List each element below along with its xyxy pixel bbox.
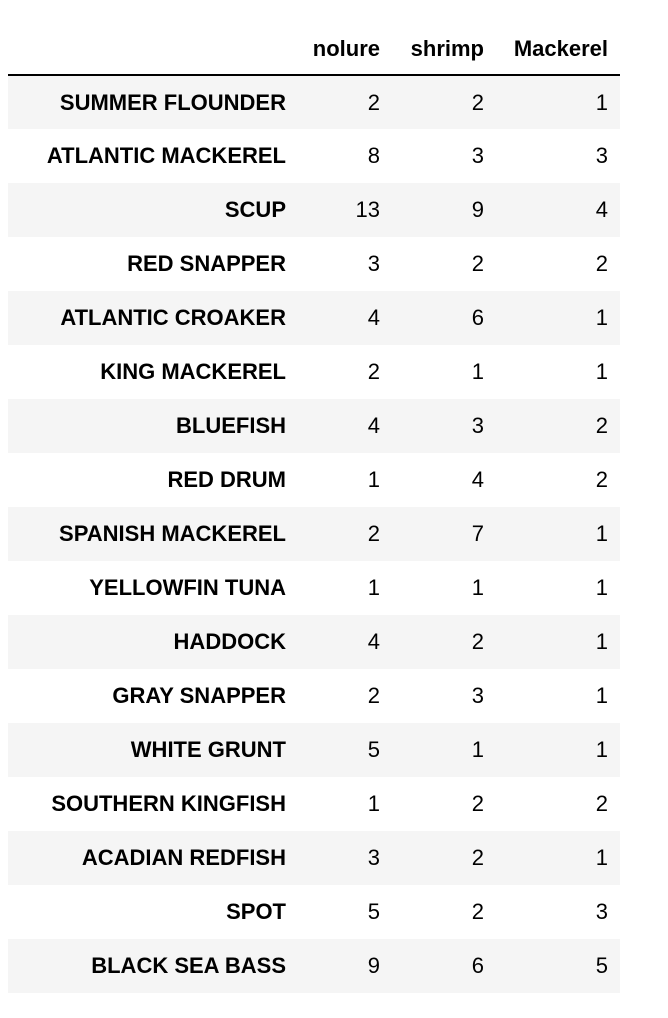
table-row: ATLANTIC MACKEREL 8 3 3 <box>8 129 620 183</box>
row-label: HADDOCK <box>173 629 286 654</box>
table-row: YELLOWFIN TUNA 1 1 1 <box>8 561 620 615</box>
index-header <box>8 24 286 76</box>
cell-nolure: 9 <box>367 953 380 978</box>
table-row: SPANISH MACKEREL 2 7 1 <box>8 507 620 561</box>
cell-mackerel: 1 <box>595 89 608 115</box>
cell-nolure: 4 <box>367 413 380 438</box>
row-label: SCUP <box>224 197 286 222</box>
cell-shrimp: 6 <box>471 305 484 330</box>
row-label: ACADIAN REDFISH <box>81 845 286 870</box>
table-row: ACADIAN REDFISH 3 2 1 <box>8 831 620 885</box>
cell-mackerel: 1 <box>595 629 608 654</box>
cell-nolure: 5 <box>367 899 380 924</box>
cell-mackerel: 3 <box>595 143 608 168</box>
table-row: HADDOCK 4 2 1 <box>8 615 620 669</box>
cell-mackerel: 1 <box>595 305 608 330</box>
cell-shrimp: 7 <box>471 521 484 546</box>
row-label: SPANISH MACKEREL <box>59 521 286 546</box>
cell-nolure: 3 <box>367 845 380 870</box>
dataframe-table-container: nolure shrimp Mackerel SUMMER FLOUNDER 2 2… <box>8 24 620 993</box>
cell-nolure: 3 <box>367 251 380 276</box>
cell-shrimp: 9 <box>471 197 484 222</box>
row-label: WHITE GRUNT <box>130 737 286 762</box>
row-label: ATLANTIC MACKEREL <box>46 143 286 168</box>
cell-nolure: 8 <box>367 143 380 168</box>
row-label: RED SNAPPER <box>127 251 286 276</box>
cell-mackerel: 2 <box>595 791 608 816</box>
cell-shrimp: 2 <box>471 899 484 924</box>
cell-shrimp: 2 <box>471 251 484 276</box>
cell-nolure: 1 <box>367 575 380 600</box>
column-header-mackerel: Mackerel <box>488 24 620 76</box>
table-row: ATLANTIC CROAKER 4 6 1 <box>8 291 620 345</box>
cell-shrimp: 3 <box>471 143 484 168</box>
cell-nolure: 2 <box>367 521 380 546</box>
table-row: SCUP 13 9 4 <box>8 183 620 237</box>
cell-mackerel: 5 <box>595 953 608 978</box>
table-row: GRAY SNAPPER 2 3 1 <box>8 669 620 723</box>
cell-shrimp: 4 <box>471 467 484 492</box>
cell-shrimp: 3 <box>471 413 484 438</box>
row-label: YELLOWFIN TUNA <box>89 575 286 600</box>
cell-shrimp: 3 <box>471 683 484 708</box>
cell-nolure: 2 <box>367 89 380 115</box>
row-label: SPOT <box>226 899 286 924</box>
cell-shrimp: 2 <box>471 89 484 115</box>
cell-mackerel: 1 <box>595 683 608 708</box>
cell-mackerel: 1 <box>595 575 608 600</box>
cell-nolure: 2 <box>367 683 380 708</box>
table-row: SPOT 5 2 3 <box>8 885 620 939</box>
cell-nolure: 4 <box>367 305 380 330</box>
cell-mackerel: 2 <box>595 467 608 492</box>
row-label: RED DRUM <box>167 467 286 492</box>
row-label: ATLANTIC CROAKER <box>60 305 286 330</box>
cell-nolure: 4 <box>367 629 380 654</box>
cell-nolure: 1 <box>367 467 380 492</box>
row-label: SUMMER FLOUNDER <box>59 89 286 115</box>
cell-shrimp: 1 <box>471 359 484 384</box>
cell-shrimp: 1 <box>471 737 484 762</box>
table-row: WHITE GRUNT 5 1 1 <box>8 723 620 777</box>
cell-mackerel: 1 <box>595 845 608 870</box>
row-label: BLUEFISH <box>176 413 286 438</box>
row-label: GRAY SNAPPER <box>112 683 286 708</box>
cell-nolure: 2 <box>367 359 380 384</box>
table-body: SUMMER FLOUNDER 2 2 1 ATLANTIC MACKEREL 8 3 3 SC… <box>8 75 620 993</box>
cell-mackerel: 1 <box>595 359 608 384</box>
cell-mackerel: 3 <box>595 899 608 924</box>
cell-mackerel: 1 <box>595 521 608 546</box>
table-row: BLACK SEA BASS 9 6 5 <box>8 939 620 993</box>
table-row: SOUTHERN KINGFISH 1 2 2 <box>8 777 620 831</box>
row-label: BLACK SEA BASS <box>91 953 286 978</box>
column-header-shrimp: shrimp <box>384 24 488 76</box>
cell-mackerel: 2 <box>595 413 608 438</box>
dataframe-table: nolure shrimp Mackerel SUMMER FLOUNDER 2 2… <box>8 24 620 993</box>
cell-shrimp: 2 <box>471 845 484 870</box>
cell-shrimp: 2 <box>471 791 484 816</box>
table-row: BLUEFISH 4 3 2 <box>8 399 620 453</box>
table-header: nolure shrimp Mackerel <box>8 24 620 76</box>
cell-shrimp: 6 <box>471 953 484 978</box>
column-header-nolure: nolure <box>286 24 384 76</box>
row-label: KING MACKEREL <box>100 359 286 384</box>
table-row: RED SNAPPER 3 2 2 <box>8 237 620 291</box>
cell-nolure: 1 <box>367 791 380 816</box>
table-row: RED DRUM 1 4 2 <box>8 453 620 507</box>
table-row: KING MACKEREL 2 1 1 <box>8 345 620 399</box>
table-row: SUMMER FLOUNDER 2 2 1 <box>8 75 620 129</box>
cell-shrimp: 2 <box>471 629 484 654</box>
cell-mackerel: 2 <box>595 251 608 276</box>
row-label: SOUTHERN KINGFISH <box>51 791 286 816</box>
header-row: nolure shrimp Mackerel <box>8 24 620 76</box>
cell-mackerel: 1 <box>595 737 608 762</box>
cell-nolure: 13 <box>355 197 380 222</box>
cell-mackerel: 4 <box>595 197 608 222</box>
cell-shrimp: 1 <box>471 575 484 600</box>
cell-nolure: 5 <box>367 737 380 762</box>
